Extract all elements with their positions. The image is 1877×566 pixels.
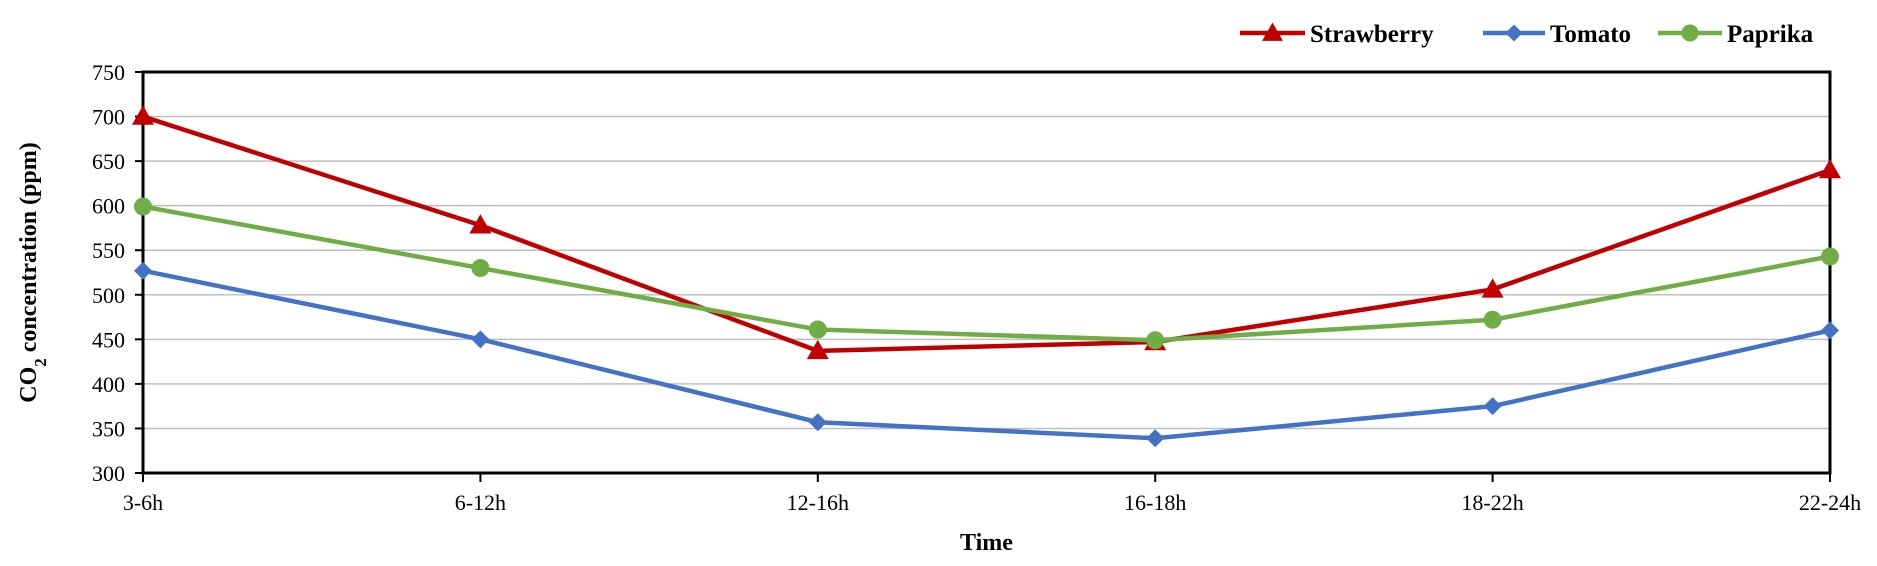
y-tick-label-750: 750 [92, 60, 125, 85]
legend-label-paprika: Paprika [1727, 21, 1814, 48]
grid [143, 115, 1830, 430]
point-strawberry-6-12h [469, 214, 492, 234]
x-tick-label-18-22h: 18-22h [1461, 490, 1523, 515]
legend-item-tomato: Tomato [1483, 21, 1631, 48]
y-tick-label-700: 700 [92, 105, 125, 130]
point-strawberry-12-16h [806, 339, 829, 360]
series-line-paprika [142, 204, 1831, 343]
point-tomato-12-16h [808, 413, 827, 432]
legend-marker-paprika [1681, 24, 1699, 42]
legend-marker-tomato [1505, 24, 1523, 42]
y-tick-label-500: 500 [92, 283, 125, 308]
legend-marker-strawberry [1262, 22, 1283, 41]
series-line-tomato [142, 268, 1831, 441]
y-axis-title-main: CO [16, 367, 42, 403]
point-strawberry-18-22h [1481, 278, 1504, 298]
legend-label-strawberry: Strawberry [1310, 21, 1434, 48]
y-tick-label-650: 650 [92, 149, 125, 174]
point-paprika-16-18h [1146, 331, 1165, 350]
point-tomato-3-6h [134, 261, 152, 280]
plot-area-frame [141, 70, 1832, 475]
legend-item-strawberry: Strawberry [1240, 21, 1434, 48]
legend-label-tomato: Tomato [1550, 21, 1631, 48]
y-axis-title: CO2 concentration (ppm) [16, 142, 50, 402]
y-tick-label-450: 450 [92, 327, 125, 352]
point-paprika-3-6h [134, 197, 152, 216]
point-tomato-6-12h [471, 330, 490, 349]
x-axis-title: Time [960, 530, 1013, 556]
y-tick-label-600: 600 [92, 194, 125, 219]
series-line-strawberry [142, 114, 1831, 354]
point-strawberry-3-6h [132, 105, 154, 125]
y-axis-title-subscript: 2 [31, 358, 50, 367]
legend-item-paprika: Paprika [1658, 21, 1814, 48]
series-lines [142, 114, 1831, 441]
point-strawberry-22-24h [1819, 159, 1841, 179]
y-tick-label-550: 550 [92, 238, 125, 263]
series-markers [132, 105, 1841, 448]
point-tomato-22-24h [1821, 321, 1839, 340]
point-tomato-18-22h [1483, 397, 1502, 416]
point-paprika-22-24h [1821, 247, 1839, 266]
point-paprika-12-16h [808, 320, 827, 339]
point-paprika-6-12h [471, 259, 490, 278]
x-tick-label-12-16h: 12-16h [787, 490, 849, 515]
y-tick-label-350: 350 [92, 416, 125, 441]
point-tomato-16-18h [1146, 429, 1165, 448]
x-tick-label-3-6h: 3-6h [123, 490, 163, 515]
y-tick-label-400: 400 [92, 372, 125, 397]
legend: Strawberry Tomato Paprika [1240, 21, 1814, 48]
axis-ticks: 300 350 400 450 500 550 600 650 700 750 3-6h 6-12h 1… [92, 60, 1861, 515]
point-paprika-18-22h [1483, 310, 1502, 329]
x-tick-label-6-12h: 6-12h [455, 490, 506, 515]
y-axis-title-rest: concentration (ppm) [16, 142, 42, 358]
x-tick-label-22-24h: 22-24h [1799, 490, 1861, 515]
x-tick-label-16-18h: 16-18h [1124, 490, 1186, 515]
y-tick-label-300: 300 [92, 461, 125, 486]
